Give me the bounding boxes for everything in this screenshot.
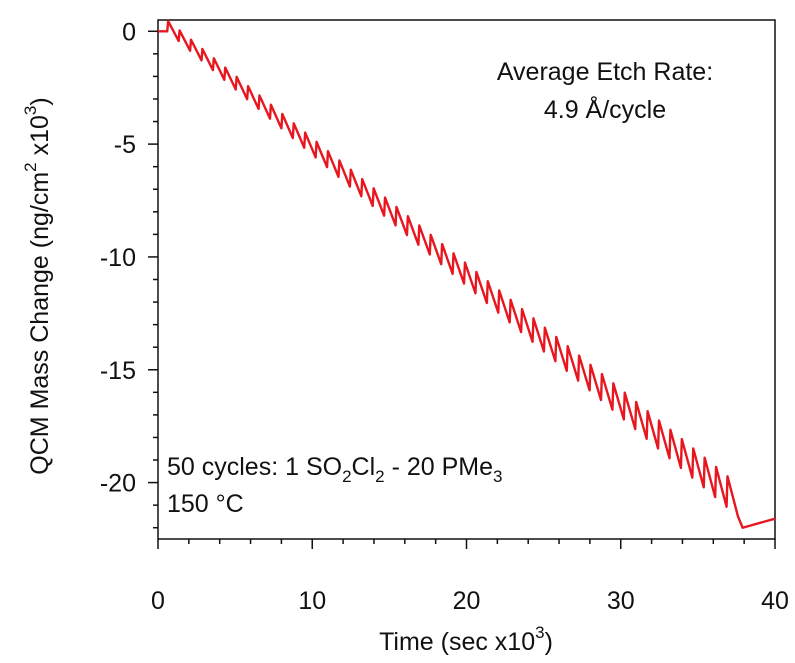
annotation-etch-rate-title: Average Etch Rate: xyxy=(497,58,713,86)
x-tick-label: 0 xyxy=(151,587,165,615)
y-tick-label: 0 xyxy=(122,18,136,46)
y-tick-label: -15 xyxy=(100,357,136,385)
x-axis-title: Time (sec x103) xyxy=(379,623,553,656)
y-tick-label: -5 xyxy=(114,131,136,159)
y-tick-label: -20 xyxy=(100,470,136,498)
annotation-temperature: 150 °C xyxy=(167,490,244,518)
x-tick-label: 10 xyxy=(298,587,326,615)
x-axis-ticks: 0 10 20 30 40 xyxy=(151,539,789,615)
annotation-recipe: 50 cycles: 1 SO2Cl2 - 20 PMe3 xyxy=(167,453,502,486)
y-tick-label: -10 xyxy=(100,244,136,272)
annotation-etch-rate-value: 4.9 Å/cycle xyxy=(544,94,666,124)
x-tick-label: 20 xyxy=(453,587,481,615)
y-axis-title: QCM Mass Change (ng/cm2 x103) xyxy=(21,97,54,474)
y-axis-ticks: 0 -5 -10 -15 -20 xyxy=(100,18,158,529)
x-tick-label: 40 xyxy=(761,587,789,615)
x-tick-label: 30 xyxy=(607,587,635,615)
mass-change-series-line xyxy=(158,19,776,529)
